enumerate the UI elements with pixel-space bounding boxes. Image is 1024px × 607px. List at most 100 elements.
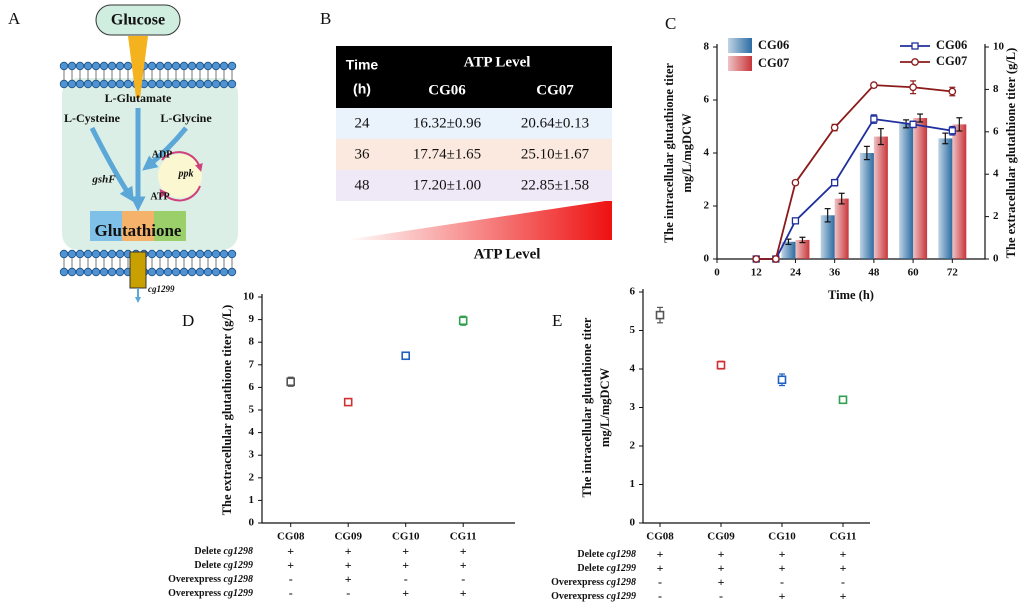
x-tick-label: CG11 xyxy=(450,531,477,543)
genotype-mark: - xyxy=(658,589,662,603)
point xyxy=(791,178,800,187)
exporter xyxy=(129,251,147,289)
bar xyxy=(820,215,835,259)
bar xyxy=(952,124,967,259)
y-tick-label: 1 xyxy=(630,478,636,490)
y-tick-label: 4 xyxy=(249,426,255,438)
lipid-head xyxy=(195,249,205,259)
lipid-head xyxy=(83,79,93,89)
point xyxy=(909,120,917,129)
lipid-head xyxy=(123,79,133,89)
table-cell: 22.85±1.58 xyxy=(521,177,589,193)
legend-swatch xyxy=(728,56,752,71)
lipid-head xyxy=(187,79,197,89)
panel-label: C xyxy=(665,14,676,33)
lipid-head xyxy=(107,267,117,277)
lipid-head xyxy=(195,267,205,277)
genotype-mark: + xyxy=(840,589,847,603)
point xyxy=(831,179,839,187)
point xyxy=(870,115,878,123)
lipid-head xyxy=(99,61,109,71)
lipid-head xyxy=(211,79,221,89)
lipid-head xyxy=(67,61,77,71)
lipid-head xyxy=(171,79,181,89)
x-tick-label: 48 xyxy=(868,267,880,279)
y-tick-label: 8 xyxy=(249,336,255,348)
genotype-gene: cg1299 xyxy=(607,591,636,602)
point xyxy=(771,255,780,263)
lipid-head xyxy=(75,61,85,71)
axis-title: mg/L/mgDCW xyxy=(680,113,694,193)
y-tick-label: 5 xyxy=(630,324,636,336)
lipid-head xyxy=(219,61,229,71)
point xyxy=(909,83,917,92)
genotype-mark: + xyxy=(460,586,467,600)
panel-label: B xyxy=(320,9,331,28)
y-tick-label: 8 xyxy=(993,83,999,95)
glucose-transport xyxy=(128,36,148,98)
lipid-head xyxy=(155,267,165,277)
axis-title: The intracellular glutathione titer xyxy=(662,63,676,243)
genotype-gene: cg1298 xyxy=(224,546,253,557)
lipid-head xyxy=(211,249,221,259)
axis-frame xyxy=(716,44,986,260)
genotype-action: Delete xyxy=(577,563,604,574)
lipid-head xyxy=(107,249,117,259)
bar xyxy=(873,136,888,259)
y-tick-label: 7 xyxy=(249,358,255,370)
genotype-mark: + xyxy=(402,558,409,572)
genotype-mark: + xyxy=(657,547,664,561)
lipid-head xyxy=(67,249,77,259)
y-tick-label: 6 xyxy=(704,94,710,106)
pathway-arrows xyxy=(89,108,188,212)
x-tick-label: CG09 xyxy=(334,531,362,543)
header-column: CG07 xyxy=(536,82,574,98)
genotype-label: Overexpress cg1298 xyxy=(551,577,636,588)
y-tick-label: 10 xyxy=(993,41,1005,53)
genotype-mark: + xyxy=(840,547,847,561)
lipid-head xyxy=(219,249,229,259)
lipid-head xyxy=(115,249,125,259)
bar xyxy=(899,123,914,259)
y-tick-label: 6 xyxy=(249,381,255,393)
point xyxy=(948,87,957,96)
genotype-mark: - xyxy=(461,572,465,586)
genotype-mark: + xyxy=(345,572,352,586)
lipid-head xyxy=(179,249,189,259)
lipid-head xyxy=(99,267,109,277)
lipid-head xyxy=(91,61,101,71)
y-tick-label: 8 xyxy=(704,41,710,53)
table-cell: 48 xyxy=(355,177,370,193)
genotype-mark: + xyxy=(657,561,664,575)
genotype-label: Overexpress cg1299 xyxy=(168,588,253,599)
legend-label: CG06 xyxy=(936,38,967,52)
y-tick-label: 2 xyxy=(630,440,636,452)
point xyxy=(791,217,800,225)
y-tick-label: 2 xyxy=(993,210,999,222)
table-cell: 36 xyxy=(355,146,371,162)
table-cell: 24 xyxy=(355,115,371,131)
bar xyxy=(938,138,953,259)
lipid-head xyxy=(91,249,101,259)
genotype-label: Delete cg1299 xyxy=(577,563,636,574)
lipid-head xyxy=(123,61,133,71)
lipid-head xyxy=(227,267,237,277)
y-tick-label: 5 xyxy=(249,404,255,416)
axis-title: mg/L/mgDCW xyxy=(598,367,612,447)
point xyxy=(838,395,848,405)
lipid-head xyxy=(75,267,85,277)
lipid-head xyxy=(203,79,213,89)
point xyxy=(830,123,839,132)
y-tick-label: 9 xyxy=(249,313,255,325)
genotype-mark: - xyxy=(289,586,293,600)
lipid-head xyxy=(203,249,213,259)
genotype-mark: + xyxy=(287,544,294,558)
lipid-head xyxy=(75,249,85,259)
x-tick-label: 0 xyxy=(714,267,720,279)
y-tick-label: 0 xyxy=(993,253,999,265)
x-tick-label: 36 xyxy=(829,267,841,279)
genotype-mark: + xyxy=(718,547,725,561)
lipid-head xyxy=(195,79,205,89)
y-tick-label: 4 xyxy=(704,147,710,159)
